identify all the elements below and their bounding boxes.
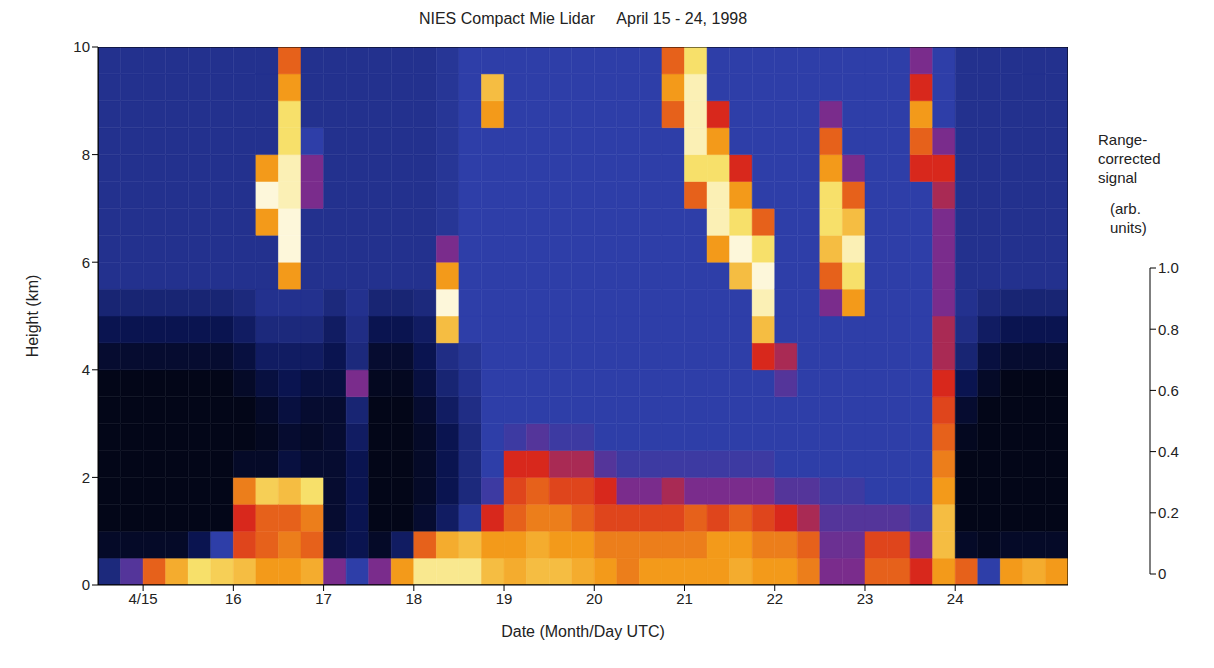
svg-text:8: 8 xyxy=(82,146,90,163)
svg-text:23: 23 xyxy=(857,590,874,607)
html-text:Range-: Range- xyxy=(1098,131,1148,148)
svg-text:Height (km): Height (km) xyxy=(24,275,41,358)
html-text:NIES Compact Mie Lidar April 1: NIES Compact Mie Lidar April 15 - 24, 19… xyxy=(418,10,748,27)
html-text:(arb.: (arb. xyxy=(1110,200,1141,217)
svg-text:2: 2 xyxy=(82,469,90,486)
svg-text:0: 0 xyxy=(1158,565,1166,582)
svg-text:4: 4 xyxy=(82,361,90,378)
svg-text:20: 20 xyxy=(586,590,603,607)
svg-text:0: 0 xyxy=(82,576,90,593)
svg-text:10: 10 xyxy=(73,38,90,55)
svg-text:0.8: 0.8 xyxy=(1158,321,1179,338)
svg-text:6: 6 xyxy=(82,254,90,271)
svg-text:0.2: 0.2 xyxy=(1158,504,1179,521)
svg-text:16: 16 xyxy=(225,590,242,607)
svg-text:17: 17 xyxy=(315,590,332,607)
svg-text:0.6: 0.6 xyxy=(1158,382,1179,399)
svg-text:18: 18 xyxy=(405,590,422,607)
svg-text:4/15: 4/15 xyxy=(129,590,158,607)
html-text:signal: signal xyxy=(1098,169,1138,186)
svg-text:1.0: 1.0 xyxy=(1158,259,1179,276)
svg-text:24: 24 xyxy=(947,590,964,607)
svg-text:21: 21 xyxy=(676,590,693,607)
svg-text:Date (Month/Day UTC): Date (Month/Day UTC) xyxy=(501,623,665,640)
html-text:units): units) xyxy=(1110,219,1147,236)
svg-text:0.4: 0.4 xyxy=(1158,443,1179,460)
html-text:corrected: corrected xyxy=(1098,150,1161,167)
svg-text:22: 22 xyxy=(766,590,783,607)
svg-text:19: 19 xyxy=(496,590,513,607)
